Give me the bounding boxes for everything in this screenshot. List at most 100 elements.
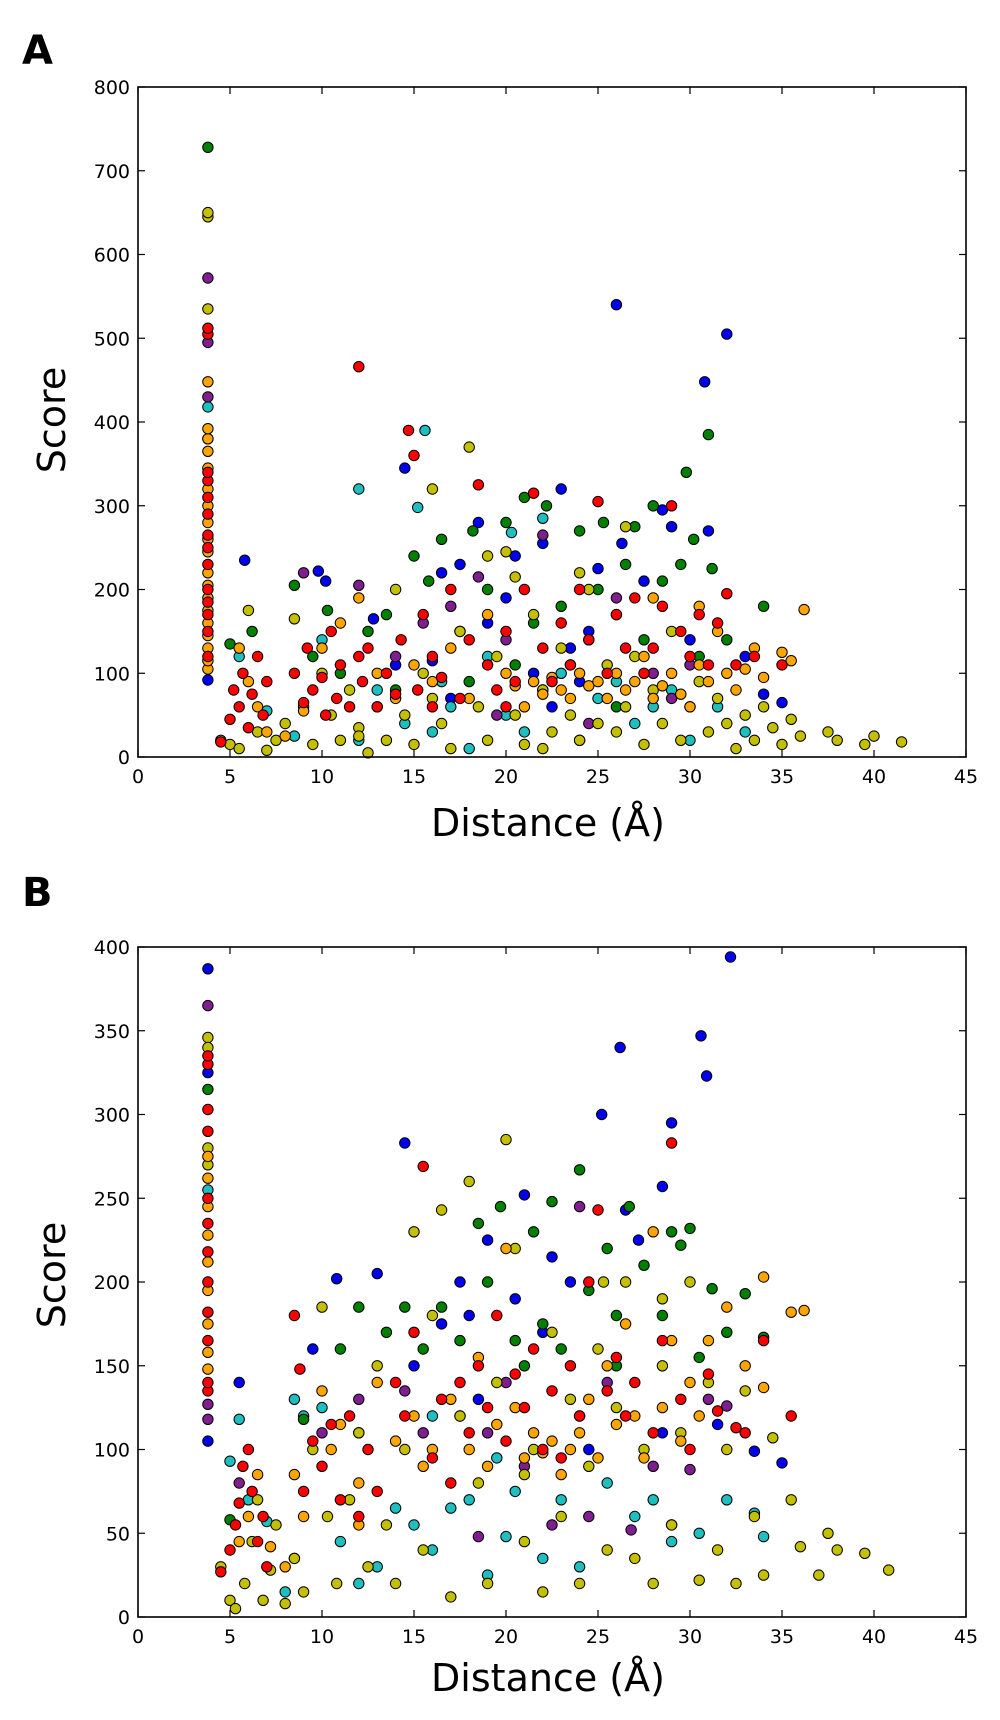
plot-a-point-orange [251,701,264,713]
plot-b-point-blue [307,1343,319,1355]
plot-b-point-blue [724,951,737,963]
plot-a-point-olive [537,742,549,755]
plot-a-point-blue [500,592,512,604]
plot-b-point-olive [202,1031,214,1044]
plot-b-point-cyan [757,1530,770,1543]
plot-a-y-tick-label: 600 [94,245,130,267]
plot-b-point-olive [592,1343,604,1355]
plot-b-point-red [215,1566,227,1578]
plot-b-point-olive [426,1309,439,1322]
plot-b-point-red [257,1510,269,1523]
plot-a-point-orange [233,642,245,654]
plot-a-point-olive [202,303,214,315]
plot-a-point-red [610,608,623,621]
plot-a-point-orange [500,667,512,679]
plot-b-point-blue [656,1180,669,1193]
plot-b-point-olive [693,1574,705,1586]
plot-b-point-cyan [353,1577,365,1590]
plot-a-point-red [472,479,485,491]
plot-a-point-olive [656,717,669,730]
plot-b-y-tick-label: 400 [94,937,130,959]
plot-a-point-olive [721,717,733,730]
plot-a-point-red [202,608,214,621]
plot-b-point-green [518,1360,531,1372]
plot-a-point-blue [776,696,788,709]
plot-a-point-olive [270,734,282,746]
plot-a-point-red [711,617,724,629]
plot-a-point-olive [767,722,779,734]
plot-a-point-blue [616,537,628,550]
plot-a-point-red [251,650,264,663]
plot-b-point-green [537,1318,549,1330]
plot-a-point-olive [202,206,214,219]
plot-b-x-tick-label: 10 [310,1626,334,1648]
plot-b-point-orange [325,1443,337,1456]
plot-b-point-red [233,1497,245,1509]
plot-a-point-red [518,583,531,596]
plot-b-point-olive [647,1577,659,1590]
plot-b-point-purple [684,1463,696,1476]
plot-a-point-orange [261,726,273,738]
plot-a-point-red [402,424,415,437]
plot-b-y-tick-label: 100 [94,1440,130,1462]
plot-b-point-orange [297,1510,310,1523]
plot-a-y-tick-label: 800 [94,77,130,99]
plot-a-point-orange [202,423,214,435]
plot-a-point-red [426,701,439,713]
plot-a-point-red [647,642,659,654]
plot-a-point-blue [435,567,448,579]
plot-b-point-olive [371,1360,383,1372]
plot-a-point-red [353,650,365,663]
plot-b-point-olive [229,1602,242,1615]
plot-b-point-purple [202,1413,214,1426]
plot-b-point-red [463,1427,475,1439]
plot-b-point-purple [472,1530,485,1543]
plot-b-point-olive [831,1544,843,1556]
plot-a-point-orange [202,433,214,445]
plot-a-point-green [321,604,334,617]
plot-b-point-purple [353,1393,365,1406]
plot-a-point-olive [279,717,291,730]
plot-a-point-red [202,583,214,596]
plot-a-point-orange [426,675,439,688]
plot-a-x-tick-label: 30 [678,766,702,788]
plot-a-point-red [619,642,632,654]
plot-b-point-olive [665,1519,678,1531]
plot-b-point-orange [757,1381,770,1394]
plot-a-point-orange [518,701,531,713]
plot-a-point-blue [757,688,770,700]
plot-a-point-red [389,688,402,700]
plot-a-point-green [246,625,258,638]
plot-b-point-green [684,1222,696,1235]
plot-b-point-orange [202,1363,214,1375]
plot-a-point-cyan [537,512,549,524]
plot-a-point-red [237,667,249,679]
plot-b-point-blue [614,1041,626,1054]
plot-a-point-orange [279,730,291,742]
plot-b-point-cyan [426,1410,439,1422]
plot-b-point-olive [288,1552,301,1565]
plot-a-point-blue [367,613,380,625]
plot-b-point-olive [518,1468,531,1481]
plot-a-point-olive [481,734,494,746]
plot-b-point-orange [601,1360,613,1372]
plot-b-point-orange [463,1443,475,1456]
plot-b-point-blue [454,1276,466,1288]
plot-b-point-olive [721,1443,733,1456]
plot-a-point-red [730,659,742,671]
plot-b-point-orange [546,1435,558,1447]
plot-a-point-red [546,675,558,688]
plot-a-point-blue [684,634,696,646]
plot-a-point-cyan [505,526,518,539]
plot-b-point-cyan [316,1401,328,1414]
plot-b-point-cyan [555,1494,567,1506]
plot-a-point-orange [798,603,810,616]
plot-b-point-green [202,1083,214,1096]
plot-a-point-olive [831,734,843,746]
plot-b-point-blue [518,1189,531,1201]
plot-a-point-olive [307,738,319,751]
plot-a-point-red [500,701,512,713]
plot-a-point-green [463,675,475,688]
plot-b-point-olive [573,1577,586,1590]
plot-b-point-orange [242,1510,255,1523]
